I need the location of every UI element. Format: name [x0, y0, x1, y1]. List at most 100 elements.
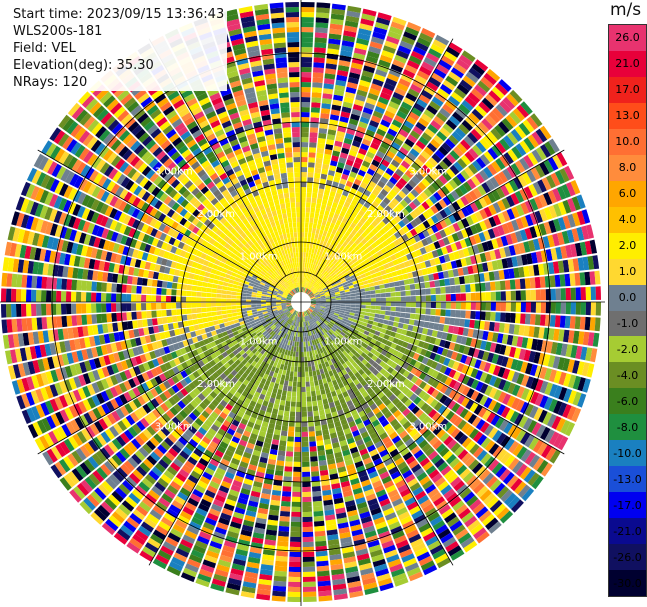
- velocity-gate: [313, 515, 324, 522]
- velocity-gate: [301, 76, 312, 83]
- velocity-gate: [434, 149, 445, 160]
- velocity-gate: [336, 299, 341, 302]
- velocity-gate: [396, 110, 408, 120]
- velocity-gate: [292, 481, 301, 487]
- velocity-gate: [450, 309, 456, 318]
- velocity-gate: [518, 122, 531, 136]
- velocity-gate: [547, 190, 557, 204]
- velocity-gate: [304, 237, 308, 243]
- velocity-gate: [285, 456, 293, 462]
- velocity-gate: [385, 256, 393, 263]
- velocity-gate: [570, 180, 581, 195]
- velocity-gate: [345, 237, 351, 244]
- velocity-gate: [319, 261, 324, 268]
- velocity-gate: [306, 283, 309, 289]
- velocity-gate: [344, 164, 352, 171]
- velocity-gate: [410, 228, 418, 237]
- velocity-gate: [322, 194, 329, 201]
- velocity-gate: [561, 184, 571, 198]
- velocity-gate: [332, 283, 338, 288]
- velocity-gate: [389, 123, 400, 133]
- velocity-gate: [280, 506, 291, 512]
- velocity-gate: [465, 284, 471, 293]
- velocity-gate: [531, 149, 543, 163]
- velocity-gate: [278, 530, 289, 537]
- velocity-gate: [383, 82, 396, 92]
- velocity-gate: [423, 109, 435, 120]
- velocity-gate: [288, 426, 295, 432]
- velocity-gate: [355, 130, 365, 139]
- velocity-gate: [310, 253, 314, 259]
- velocity-gate: [311, 390, 316, 397]
- velocity-gate: [347, 77, 359, 85]
- velocity-gate: [331, 228, 337, 235]
- velocity-gate: [514, 125, 527, 139]
- velocity-gate: [301, 6, 315, 13]
- velocity-gate: [338, 157, 347, 164]
- velocity-gate: [403, 156, 414, 166]
- velocity-gate: [360, 181, 368, 189]
- velocity-gate: [412, 198, 421, 207]
- velocity-gate: [376, 17, 391, 26]
- velocity-gate: [351, 108, 362, 117]
- velocity-gate: [459, 318, 466, 327]
- velocity-gate: [312, 288, 317, 293]
- velocity-gate: [472, 160, 483, 172]
- velocity-gate: [302, 496, 312, 502]
- velocity-gate: [218, 319, 224, 324]
- velocity-gate: [408, 166, 418, 175]
- velocity-gate: [308, 431, 316, 437]
- velocity-gate: [325, 260, 331, 266]
- velocity-gate: [342, 281, 348, 286]
- velocity-gate: [371, 235, 379, 242]
- velocity-gate: [312, 400, 318, 407]
- velocity-gate: [450, 293, 456, 301]
- velocity-gate: [426, 227, 435, 236]
- velocity-gate: [333, 247, 339, 254]
- velocity-gate: [417, 154, 428, 164]
- velocity-gate: [399, 317, 405, 324]
- velocity-gate: [360, 308, 366, 312]
- velocity-gate: [340, 111, 351, 119]
- velocity-gate: [302, 491, 312, 497]
- velocity-gate: [315, 285, 321, 290]
- velocity-gate: [378, 318, 385, 324]
- velocity-gate: [294, 341, 297, 347]
- velocity-gate: [485, 292, 491, 301]
- velocity-gate: [310, 207, 316, 213]
- velocity-gate: [296, 386, 301, 392]
- velocity-gate: [293, 471, 301, 477]
- velocity-gate: [307, 267, 310, 273]
- velocity-gate: [391, 119, 403, 129]
- velocity-gate: [396, 49, 410, 60]
- velocity-gate: [314, 525, 325, 532]
- velocity-gate: [419, 32, 434, 43]
- velocity-gate: [340, 50, 353, 58]
- velocity-gate: [282, 369, 287, 376]
- velocity-gate: [474, 211, 484, 222]
- velocity-gate: [392, 206, 401, 215]
- velocity-gate: [318, 290, 324, 294]
- velocity-gate: [347, 252, 353, 259]
- velocity-gate: [395, 302, 401, 307]
- velocity-gate: [460, 228, 469, 239]
- velocity-gate: [349, 263, 356, 269]
- velocity-gate: [386, 105, 398, 115]
- velocity-gate: [355, 254, 362, 261]
- velocity-gate: [301, 247, 304, 253]
- velocity-gate: [309, 376, 314, 382]
- velocity-gate: [515, 143, 527, 157]
- velocity-gate: [284, 405, 290, 412]
- velocity-gate: [520, 290, 526, 301]
- velocity-gate: [357, 33, 371, 41]
- velocity-gate: [405, 92, 418, 102]
- velocity-gate: [227, 317, 234, 322]
- velocity-gate: [386, 150, 396, 159]
- velocity-gate: [409, 130, 421, 140]
- velocity-gate: [390, 234, 397, 242]
- velocity-gate: [339, 239, 345, 246]
- velocity-gate: [415, 308, 421, 314]
- velocity-gate: [342, 272, 349, 277]
- velocity-gate: [365, 55, 379, 64]
- velocity-gate: [406, 21, 422, 32]
